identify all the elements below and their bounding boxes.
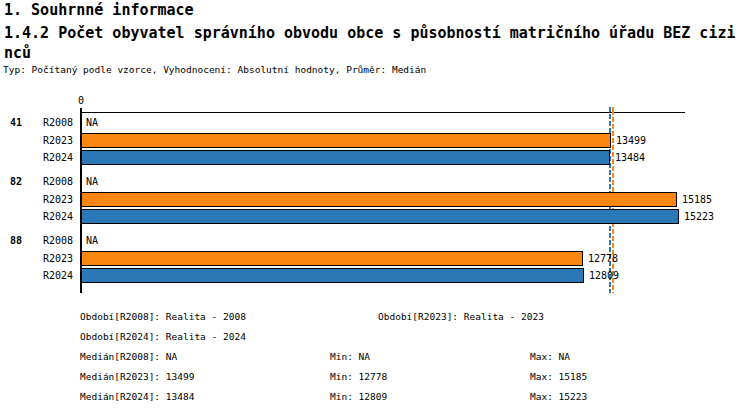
row-label-r2008-82: R2008 [43, 176, 73, 188]
bar-value-r2024-82: 15223 [684, 211, 714, 223]
legend-obdobi-r2023: Období[R2023]: Realita - 2023 [378, 311, 544, 323]
group-label-82: 82 [10, 176, 22, 188]
row-label-r2024-41: R2024 [43, 152, 73, 164]
legend-max-r2008: Max: NA [530, 351, 570, 363]
legend-min-r2024: Min: 12809 [330, 391, 387, 403]
legend-min-r2008: Min: NA [330, 351, 370, 363]
legend-median-r2008: Medián[R2008]: NA [80, 351, 177, 363]
bar-value-r2024-88: 12809 [589, 270, 619, 282]
report-page: 1. Souhrnné informace 1.4.2 Počet obyvat… [0, 0, 750, 414]
row-label-r2023-88: R2023 [43, 253, 73, 265]
row-label-r2023-82: R2023 [43, 194, 73, 206]
row-label-r2008-88: R2008 [43, 235, 73, 247]
row-label-r2023-41: R2023 [43, 135, 73, 147]
na-value-r2008-88: NA [86, 235, 98, 247]
row-label-r2008-41: R2008 [43, 117, 73, 129]
group-label-88: 88 [10, 235, 22, 247]
row-label-r2024-88: R2024 [43, 270, 73, 282]
bar-r2023-41 [81, 133, 611, 148]
bar-r2023-88 [81, 251, 583, 266]
legend-obdobi-r2008: Období[R2008]: Realita - 2008 [80, 311, 246, 323]
bar-r2024-88 [81, 268, 584, 283]
bar-value-r2024-41: 13484 [615, 152, 645, 164]
bar-value-r2023-82: 15185 [682, 194, 712, 206]
legend-min-r2023: Min: 12778 [330, 371, 387, 383]
legend-obdobi-r2024: Období[R2024]: Realita - 2024 [80, 331, 246, 343]
na-value-r2008-82: NA [86, 176, 98, 188]
legend-median-r2023: Medián[R2023]: 13499 [80, 371, 194, 383]
bar-value-r2023-41: 13499 [616, 135, 646, 147]
legend-median-r2024: Medián[R2024]: 13484 [80, 391, 194, 403]
bar-value-r2023-88: 12778 [588, 253, 618, 265]
axis-zero-label: 0 [78, 95, 84, 107]
bar-r2023-82 [81, 192, 677, 207]
bar-r2024-82 [81, 209, 679, 224]
plot-top-border [81, 112, 685, 113]
row-label-r2024-82: R2024 [43, 211, 73, 223]
legend-max-r2024: Max: 15223 [530, 391, 587, 403]
legend-max-r2023: Max: 15185 [530, 371, 587, 383]
group-label-41: 41 [10, 117, 22, 129]
na-value-r2008-41: NA [86, 117, 98, 129]
bar-r2024-41 [81, 150, 610, 165]
